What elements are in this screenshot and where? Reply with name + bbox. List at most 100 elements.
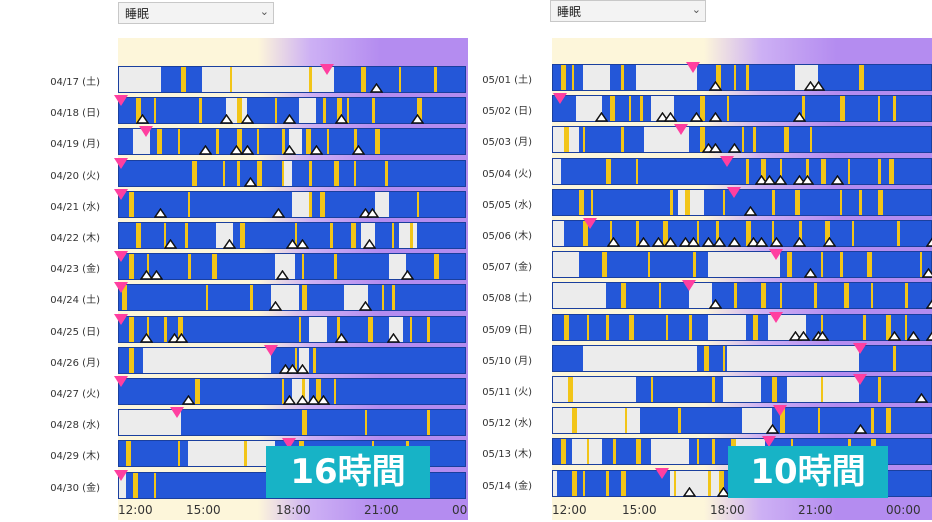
wake-event-marker xyxy=(831,174,844,185)
sleep-bar[interactable] xyxy=(552,95,932,123)
light-sleep-mark xyxy=(753,314,759,340)
light-sleep-mark xyxy=(236,160,240,186)
light-sleep-mark xyxy=(783,127,789,153)
wake-event-marker xyxy=(796,330,810,341)
sleep-bar[interactable] xyxy=(552,407,932,435)
light-sleep-mark xyxy=(851,221,854,246)
light-sleep-mark xyxy=(896,221,900,246)
wake-event-marker xyxy=(926,237,932,247)
sleep-bar[interactable] xyxy=(552,126,932,154)
sleep-bar[interactable] xyxy=(118,97,466,125)
light-sleep-mark xyxy=(821,377,824,402)
wake-event-marker xyxy=(682,486,696,497)
light-sleep-mark xyxy=(368,316,374,342)
sleep-bar[interactable] xyxy=(552,188,932,216)
light-sleep-mark xyxy=(609,221,612,246)
metric-select[interactable]: 睡眠 ⌄ xyxy=(550,0,706,22)
light-sleep-mark xyxy=(779,158,782,184)
wake-event-marker xyxy=(296,363,310,374)
axis-label: 21:00 xyxy=(364,503,399,517)
row-date-label: 04/27 (火) xyxy=(50,389,100,400)
light-sleep-mark xyxy=(336,98,342,124)
awake-segment xyxy=(707,252,780,278)
sleep-onset-marker xyxy=(170,407,185,419)
light-sleep-mark xyxy=(177,129,180,155)
wake-event-marker xyxy=(282,114,296,124)
metric-select[interactable]: 睡眠 ⌄ xyxy=(118,2,274,24)
wake-event-marker xyxy=(709,299,723,310)
light-sleep-mark xyxy=(222,160,225,186)
chevron-down-icon: ⌄ xyxy=(259,5,269,18)
sleep-bar[interactable] xyxy=(118,66,466,93)
wake-event-marker xyxy=(317,395,331,405)
row-date-label: 04/24 (土) xyxy=(50,295,100,307)
light-sleep-mark xyxy=(181,67,187,92)
sleep-onset-marker xyxy=(114,251,129,263)
light-sleep-mark xyxy=(885,408,891,434)
light-sleep-mark xyxy=(893,96,897,122)
light-sleep-mark xyxy=(734,65,737,90)
sleep-bar[interactable] xyxy=(552,344,932,372)
sleep-bar[interactable] xyxy=(118,346,466,374)
light-sleep-mark xyxy=(153,472,156,498)
awake-segment xyxy=(723,377,761,402)
light-sleep-mark xyxy=(794,189,800,215)
right-sleep-panel: 睡眠 ⌄ 12:00 15:00 18:00 21:00 00:00 05/01… xyxy=(472,0,932,520)
wake-event-marker xyxy=(853,424,867,434)
axis-label: 15:00 xyxy=(622,503,657,517)
row-date-label: 04/26 (月) xyxy=(50,357,100,369)
chevron-down-icon: ⌄ xyxy=(691,3,701,16)
wake-event-marker xyxy=(690,112,704,122)
left-sleep-panel: 睡眠 ⌄ 12:00 15:00 18:00 21:00 00 04/17 (土… xyxy=(50,2,468,522)
light-sleep-mark xyxy=(919,252,922,278)
row-date-label: 05/12 (水) xyxy=(482,418,532,430)
wake-event-marker xyxy=(334,332,348,343)
light-sleep-mark xyxy=(624,408,627,434)
sleep-onset-marker xyxy=(138,126,153,138)
sleep-bar[interactable] xyxy=(118,190,466,218)
time-axis-bottom: 12:00 15:00 18:00 21:00 00 xyxy=(118,502,468,522)
axis-label: 21:00 xyxy=(798,503,833,517)
light-sleep-mark xyxy=(257,160,263,186)
light-sleep-mark xyxy=(257,129,260,155)
light-sleep-mark xyxy=(621,127,625,153)
sleep-onset-marker xyxy=(114,282,129,294)
light-sleep-mark xyxy=(433,254,439,280)
light-sleep-mark xyxy=(636,221,640,246)
row-date-label: 04/22 (木) xyxy=(50,233,100,244)
sleep-onset-marker xyxy=(264,344,279,356)
sleep-bar[interactable] xyxy=(552,313,932,341)
sleep-bar[interactable] xyxy=(552,251,932,279)
light-sleep-mark xyxy=(772,221,775,246)
light-sleep-mark xyxy=(825,221,831,246)
row-date-label: 04/21 (水) xyxy=(50,201,100,213)
sleep-bar[interactable] xyxy=(118,284,466,312)
light-sleep-mark xyxy=(302,379,306,404)
light-sleep-mark xyxy=(163,223,166,248)
light-sleep-mark xyxy=(385,160,389,186)
sleep-bar[interactable] xyxy=(118,159,466,187)
sleep-bar[interactable] xyxy=(552,376,932,403)
wake-event-marker xyxy=(914,393,928,403)
light-sleep-mark xyxy=(859,65,865,90)
light-sleep-mark xyxy=(662,221,668,246)
light-sleep-mark xyxy=(215,129,219,155)
light-sleep-mark xyxy=(129,316,135,342)
axis-label: 12:00 xyxy=(552,503,587,517)
light-sleep-mark xyxy=(316,379,322,404)
sleep-onset-marker xyxy=(319,64,334,75)
light-sleep-mark xyxy=(817,408,820,434)
light-sleep-mark xyxy=(129,254,135,280)
row-date-label: 05/08 (土) xyxy=(482,293,532,305)
sleep-onset-marker xyxy=(114,157,129,169)
light-sleep-mark xyxy=(392,223,395,248)
axis-label: 00 xyxy=(452,503,468,517)
light-sleep-mark xyxy=(621,65,625,90)
awake-segment xyxy=(553,470,557,496)
sleep-bar[interactable] xyxy=(552,282,932,310)
sleep-bar[interactable] xyxy=(552,157,932,185)
sleep-bar[interactable] xyxy=(552,64,932,91)
axis-label: 18:00 xyxy=(710,503,745,517)
row-date-label: 05/02 (日) xyxy=(482,106,532,118)
wake-event-marker xyxy=(362,239,376,249)
